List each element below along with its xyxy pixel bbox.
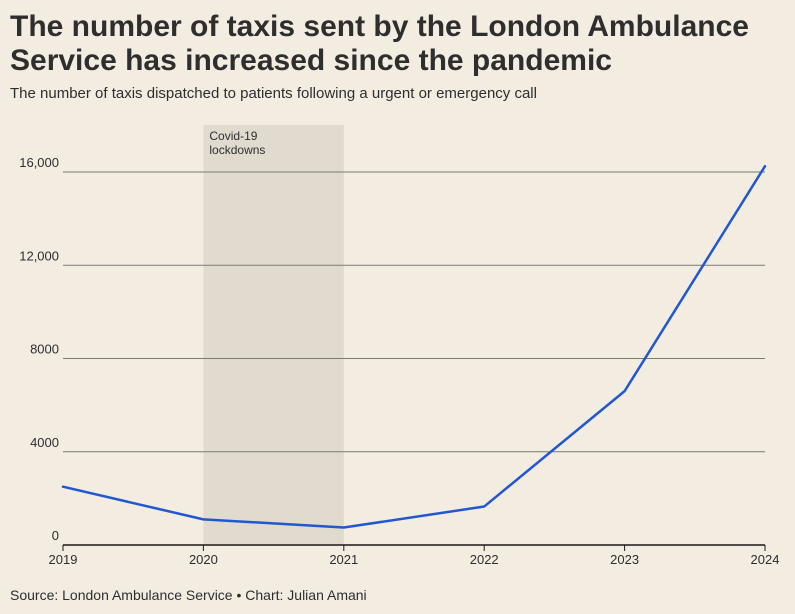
x-tick-label: 2019 [49,552,78,567]
y-tick-label: 8000 [30,342,59,357]
chart-title: The number of taxis sent by the London A… [10,10,749,77]
x-tick-label: 2024 [751,552,780,567]
y-tick-label: 0 [52,528,59,543]
y-tick-label: 12,000 [19,248,59,263]
y-tick-label: 16,000 [19,155,59,170]
source-note: Source: London Ambulance Service • Chart… [10,587,367,603]
chart-subtitle: The number of taxis dispatched to patien… [10,85,537,102]
x-tick-label: 2022 [470,552,499,567]
covid-lockdown-label: Covid-19 [209,129,257,143]
y-tick-label: 4000 [30,435,59,450]
covid-lockdown-shading [203,125,344,545]
x-tick-label: 2021 [329,552,358,567]
series-line-taxis-dispatched [61,164,767,529]
x-tick-label: 2020 [189,552,218,567]
x-tick-label: 2023 [610,552,639,567]
covid-lockdown-label: lockdowns [209,143,265,157]
